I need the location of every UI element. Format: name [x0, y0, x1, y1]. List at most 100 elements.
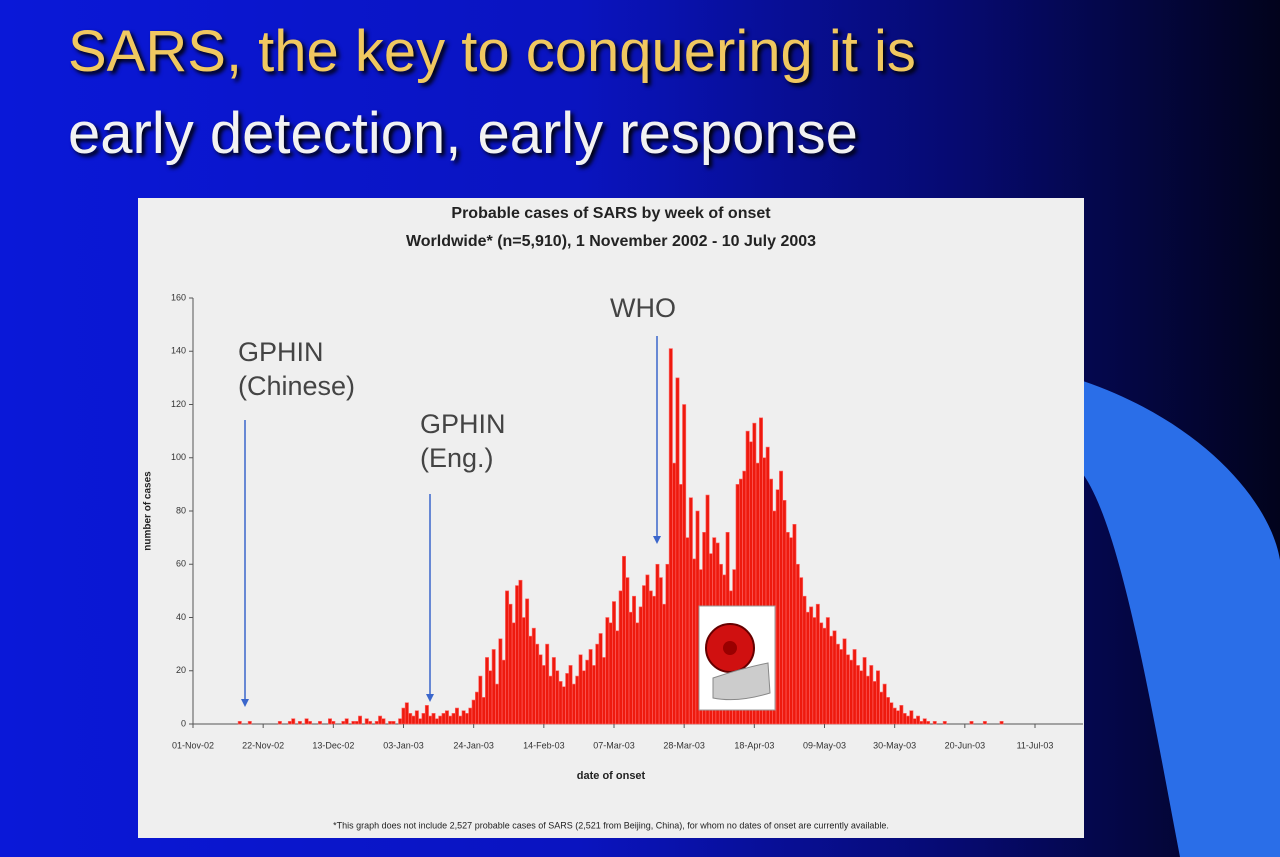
- bar: [926, 721, 931, 725]
- bar: [795, 563, 800, 725]
- bar: [531, 627, 536, 725]
- bar: [775, 489, 780, 725]
- bar: [642, 585, 647, 725]
- bar: [912, 718, 917, 725]
- bar: [391, 721, 396, 725]
- bar: [598, 633, 603, 725]
- bar: [317, 721, 322, 725]
- bar: [471, 699, 476, 725]
- bar: [879, 691, 884, 725]
- bar: [331, 721, 336, 725]
- bar: [829, 635, 834, 725]
- y-tick-label: 0: [181, 718, 186, 728]
- annotation: GPHIN (Chinese): [238, 337, 355, 401]
- x-tick-label: 01-Nov-02: [172, 740, 214, 750]
- bar: [438, 715, 443, 725]
- y-tick-label: 20: [176, 665, 186, 675]
- bar: [839, 649, 844, 725]
- bar: [612, 601, 616, 725]
- bar: [645, 574, 650, 725]
- bar: [875, 670, 880, 725]
- bar: [615, 630, 620, 725]
- bar: [575, 675, 580, 725]
- bar: [498, 638, 503, 725]
- bar: [932, 721, 937, 725]
- bar: [468, 707, 473, 725]
- bar: [408, 713, 413, 725]
- bar: [692, 558, 697, 725]
- bar: [568, 665, 573, 725]
- bar: [815, 603, 820, 725]
- bar: [488, 670, 493, 725]
- bar: [869, 665, 874, 725]
- bar: [809, 606, 814, 725]
- bar: [892, 707, 897, 725]
- bar: [491, 649, 496, 725]
- bar: [418, 718, 423, 725]
- bar: [344, 718, 349, 725]
- bar: [515, 585, 520, 725]
- bar: [789, 537, 794, 725]
- bar: [485, 657, 490, 725]
- bar: [805, 611, 810, 725]
- bar: [602, 657, 606, 725]
- bar: [855, 665, 860, 725]
- bar: [648, 590, 653, 725]
- y-tick-label: 160: [171, 292, 186, 302]
- bar: [458, 715, 463, 725]
- bar: [835, 643, 840, 725]
- chart: Probable cases of SARS by week of onset …: [138, 198, 1084, 838]
- bar: [307, 721, 312, 725]
- bar: [368, 721, 373, 725]
- bar: [672, 462, 677, 725]
- bar: [862, 657, 867, 725]
- bar: [414, 710, 419, 725]
- bar: [889, 702, 894, 725]
- bar: [591, 665, 596, 725]
- bar: [481, 697, 486, 725]
- y-tick-label: 140: [171, 346, 186, 356]
- bar: [652, 595, 657, 725]
- x-tick-label: 13-Dec-02: [312, 740, 354, 750]
- bar: [434, 718, 439, 725]
- bar: [374, 721, 379, 725]
- y-tick-label: 100: [171, 452, 186, 462]
- bar: [665, 563, 670, 725]
- x-tick-label: 03-Jan-03: [383, 740, 424, 750]
- bar: [388, 721, 393, 725]
- bar: [328, 718, 332, 725]
- bar: [919, 721, 924, 725]
- bar: [555, 670, 560, 725]
- x-tick-label: 30-May-03: [873, 740, 916, 750]
- bar: [625, 577, 630, 725]
- bar: [421, 713, 426, 725]
- bar: [635, 622, 640, 725]
- y-axis-label: number of cases: [143, 471, 154, 551]
- bar: [525, 598, 530, 725]
- bar: [518, 579, 523, 725]
- bar: [782, 500, 787, 725]
- bar: [448, 715, 453, 725]
- bar: [999, 721, 1004, 725]
- bar: [545, 643, 550, 725]
- bar: [685, 537, 690, 725]
- bar: [351, 721, 356, 725]
- bar: [969, 721, 974, 725]
- x-tick-label: 20-Jun-03: [945, 740, 986, 750]
- bar: [411, 715, 416, 725]
- bar: [886, 697, 890, 725]
- bell-center: [723, 641, 737, 655]
- bar: [822, 627, 827, 725]
- bar: [237, 721, 242, 725]
- bar: [364, 718, 369, 725]
- bar: [655, 563, 660, 725]
- bar: [849, 659, 854, 725]
- bar: [865, 675, 870, 725]
- bar: [662, 603, 667, 725]
- bar: [799, 577, 804, 725]
- bar: [571, 683, 576, 725]
- bar: [859, 670, 864, 725]
- y-tick-label: 80: [176, 505, 186, 515]
- x-tick-label: 11-Jul-03: [1017, 740, 1054, 750]
- bar: [304, 718, 309, 725]
